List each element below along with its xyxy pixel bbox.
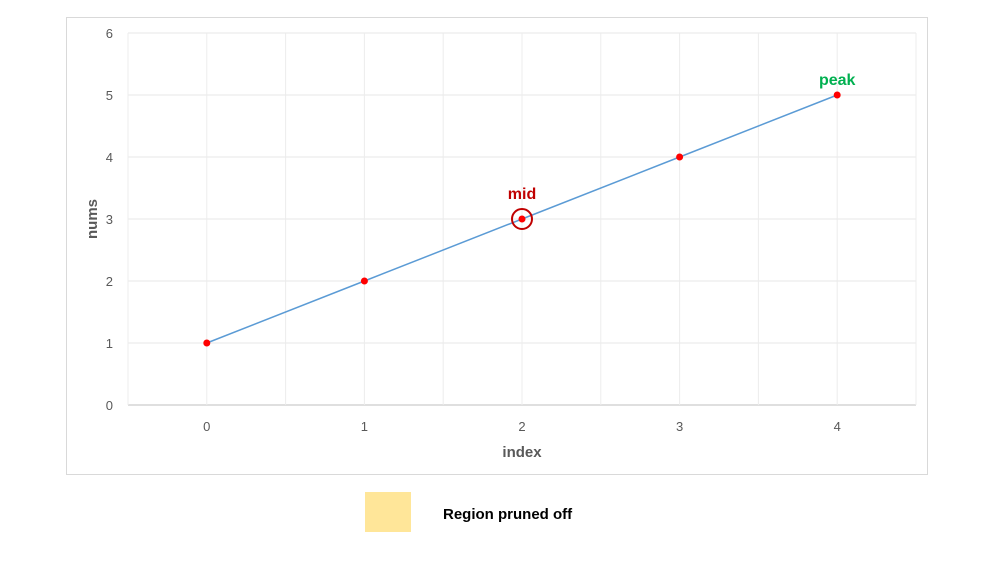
annotation-label: mid bbox=[508, 186, 536, 203]
annotation-layer: mid peak bbox=[508, 72, 856, 230]
data-point bbox=[360, 277, 368, 285]
legend-label: Region pruned off bbox=[443, 506, 573, 523]
x-tick-label: 1 bbox=[361, 419, 368, 434]
series-layer bbox=[203, 91, 841, 347]
y-tick-label: 4 bbox=[106, 150, 113, 165]
data-point bbox=[518, 215, 526, 223]
data-point bbox=[833, 91, 841, 99]
annotation-circle bbox=[511, 208, 533, 230]
chart-frame bbox=[66, 17, 928, 475]
x-tick-label: 0 bbox=[203, 419, 210, 434]
y-tick-label: 0 bbox=[106, 398, 113, 413]
x-tick-label: 3 bbox=[676, 419, 683, 434]
x-tick-label: 4 bbox=[834, 419, 841, 434]
data-point bbox=[676, 153, 684, 161]
y-tick-label: 5 bbox=[106, 88, 113, 103]
y-tick-label: 1 bbox=[106, 336, 113, 351]
line-chart: 0 1 2 3 4 5 6 0 1 2 3 4 index nums mid peak bbox=[84, 26, 917, 461]
x-tick-label: 2 bbox=[518, 419, 525, 434]
x-tick-labels: 0 1 2 3 4 bbox=[203, 419, 841, 434]
y-tick-label: 6 bbox=[106, 26, 113, 41]
y-tick-label: 3 bbox=[106, 212, 113, 227]
x-axis-title: index bbox=[502, 444, 542, 461]
grid-lines bbox=[127, 32, 917, 406]
y-tick-label: 2 bbox=[106, 274, 113, 289]
data-point bbox=[203, 339, 211, 347]
annotation-label: peak bbox=[819, 72, 856, 89]
legend-swatch bbox=[365, 492, 411, 532]
y-axis-title: nums bbox=[84, 199, 101, 239]
y-tick-labels: 0 1 2 3 4 5 6 bbox=[106, 26, 113, 413]
